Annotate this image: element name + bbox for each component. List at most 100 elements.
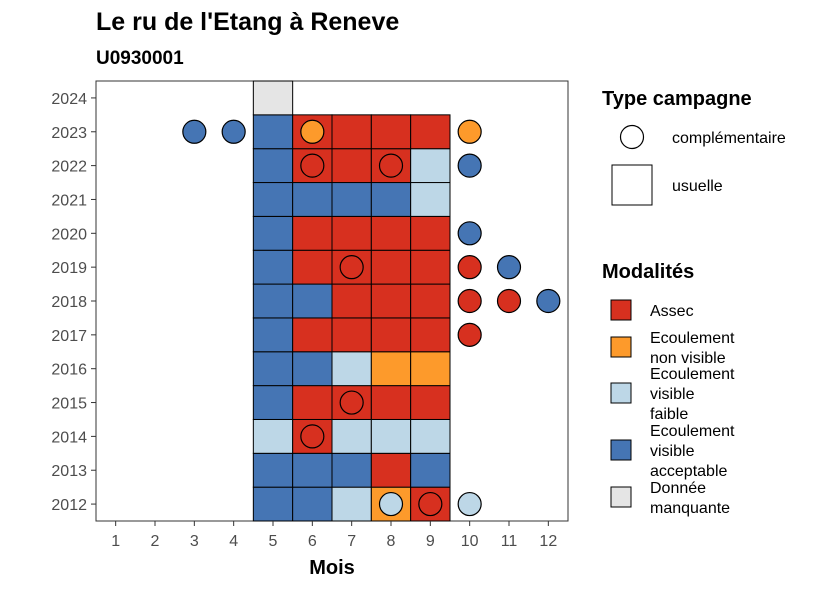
y-tick-label: 2024	[51, 91, 87, 108]
legend-key-complementaire	[619, 124, 645, 150]
complementaire-point-2019-11	[496, 255, 522, 280]
usuelle-cell-2022-7	[331, 148, 372, 184]
x-tick-label: 2	[151, 533, 160, 550]
complementaire-point-2014-6	[300, 424, 325, 449]
usuelle-cell-2023-5	[252, 114, 294, 150]
legend-swatch-ecoulement_non_visible	[610, 336, 632, 358]
legend-label-donnee_manquante: manquante	[650, 500, 730, 517]
usuelle-cell-2020-7	[331, 215, 372, 251]
usuelle-cell-2020-6	[292, 215, 333, 251]
legend-swatch-ecoulement_visible_faible	[610, 382, 632, 404]
x-tick-label: 7	[347, 533, 356, 550]
usuelle-cell-2013-9	[410, 452, 451, 488]
legend: Type campagne complémentaire usuelle Modali…	[602, 88, 786, 517]
usuelle-cell-2023-8	[370, 114, 412, 150]
usuelle-cell-2018-6	[292, 283, 333, 319]
usuelle-cell-2014-7	[331, 418, 372, 454]
x-tick-label: 3	[190, 533, 199, 550]
usuelle-cell-2020-5	[252, 215, 294, 251]
complementaire-point-2015-7	[339, 390, 364, 415]
x-axis: 1 2 3 4 5 6 7 8 9 10 11 12	[111, 521, 557, 550]
x-tick-label: 12	[539, 533, 557, 550]
usuelle-cell-2017-8	[370, 317, 412, 353]
complementaire-point-2022-10	[457, 153, 482, 178]
usuelle-cell-2020-8	[370, 215, 412, 251]
complementaire-point-2023-6	[300, 119, 325, 144]
chart-title: Le ru de l'Etang à Reneve	[96, 8, 399, 36]
y-tick-label: 2016	[51, 362, 87, 379]
y-tick-label: 2021	[51, 192, 87, 209]
usuelle-layer	[252, 80, 451, 522]
y-tick-label: 2013	[51, 463, 87, 480]
y-tick-label: 2020	[51, 226, 87, 243]
complementaire-point-2022-6	[300, 153, 325, 178]
y-tick-label: 2017	[51, 328, 87, 345]
usuelle-cell-2018-7	[331, 283, 372, 319]
legend-swatch-donnee_manquante	[610, 486, 632, 508]
y-tick-label: 2023	[51, 125, 87, 142]
usuelle-cell-2017-6	[292, 317, 333, 353]
usuelle-cell-2019-6	[292, 249, 333, 285]
x-tick-label: 1	[111, 533, 120, 550]
y-tick-label: 2022	[51, 159, 87, 176]
usuelle-cell-2021-6	[292, 182, 333, 217]
usuelle-cell-2012-7	[331, 486, 372, 522]
legend-label-assec: Assec	[650, 303, 694, 320]
complementaire-point-2012-10	[457, 491, 482, 517]
usuelle-cell-2019-5	[252, 249, 294, 285]
y-tick-label: 2012	[51, 497, 87, 514]
legend-swatch-assec	[610, 299, 632, 321]
complementaire-point-2018-12	[536, 288, 561, 314]
legend-type-title: Type campagne	[602, 88, 752, 110]
usuelle-cell-2015-8	[370, 385, 412, 420]
y-tick-label: 2018	[51, 294, 87, 311]
complementaire-point-2022-8	[378, 153, 404, 178]
y-tick-label: 2015	[51, 396, 87, 413]
legend-modalites-title: Modalités	[602, 261, 694, 283]
legend-label-ecoulement_non_visible: non visible	[650, 350, 726, 367]
usuelle-cell-2020-9	[410, 215, 451, 251]
usuelle-cell-2015-5	[252, 385, 294, 420]
x-tick-label: 8	[387, 533, 396, 550]
usuelle-cell-2023-7	[331, 114, 372, 150]
usuelle-cell-2017-5	[252, 317, 294, 353]
x-tick-label: 5	[269, 533, 278, 550]
usuelle-cell-2016-5	[252, 351, 294, 387]
complementaire-layer	[182, 119, 561, 517]
usuelle-cell-2024-5	[252, 80, 294, 116]
usuelle-cell-2013-8	[370, 452, 412, 488]
complementaire-point-2012-9	[418, 491, 443, 517]
complementaire-point-2018-10	[457, 288, 482, 314]
usuelle-cell-2013-6	[292, 452, 333, 488]
complementaire-point-2023-10	[457, 119, 482, 144]
legend-label-ecoulement_visible_acceptable: Ecoulement	[650, 423, 735, 440]
usuelle-cell-2015-6	[292, 385, 333, 420]
usuelle-cell-2021-5	[252, 182, 294, 217]
usuelle-cell-2018-5	[252, 283, 294, 319]
usuelle-cell-2013-7	[331, 452, 372, 488]
complementaire-point-2019-10	[457, 255, 482, 280]
complementaire-point-2023-3	[182, 119, 207, 144]
usuelle-cell-2021-8	[370, 182, 412, 217]
y-axis: 2012 2013 2014 2015 2016 2017 2018 2019 2020 2021…	[51, 91, 96, 514]
usuelle-cell-2014-5	[252, 418, 294, 454]
usuelle-cell-2017-7	[331, 317, 372, 353]
legend-label-ecoulement_visible_faible: faible	[650, 406, 688, 423]
y-tick-label: 2019	[51, 260, 87, 277]
legend-label-ecoulement_non_visible: Ecoulement	[650, 330, 735, 347]
y-tick-label: 2014	[51, 429, 87, 446]
legend-label-ecoulement_visible_acceptable: acceptable	[650, 463, 727, 480]
legend-label-ecoulement_visible_faible: visible	[650, 386, 695, 403]
usuelle-cell-2023-9	[410, 114, 451, 150]
x-tick-label: 4	[229, 533, 238, 550]
complementaire-point-2018-11	[496, 288, 522, 314]
usuelle-cell-2016-9	[410, 351, 451, 387]
legend-label-usuelle: usuelle	[672, 178, 723, 195]
complementaire-point-2017-10	[457, 322, 482, 347]
x-axis-title: Mois	[309, 557, 355, 579]
legend-key-usuelle	[611, 164, 653, 206]
complementaire-point-2019-7	[339, 255, 364, 280]
usuelle-cell-2021-7	[331, 182, 372, 217]
usuelle-cell-2016-7	[331, 351, 372, 387]
